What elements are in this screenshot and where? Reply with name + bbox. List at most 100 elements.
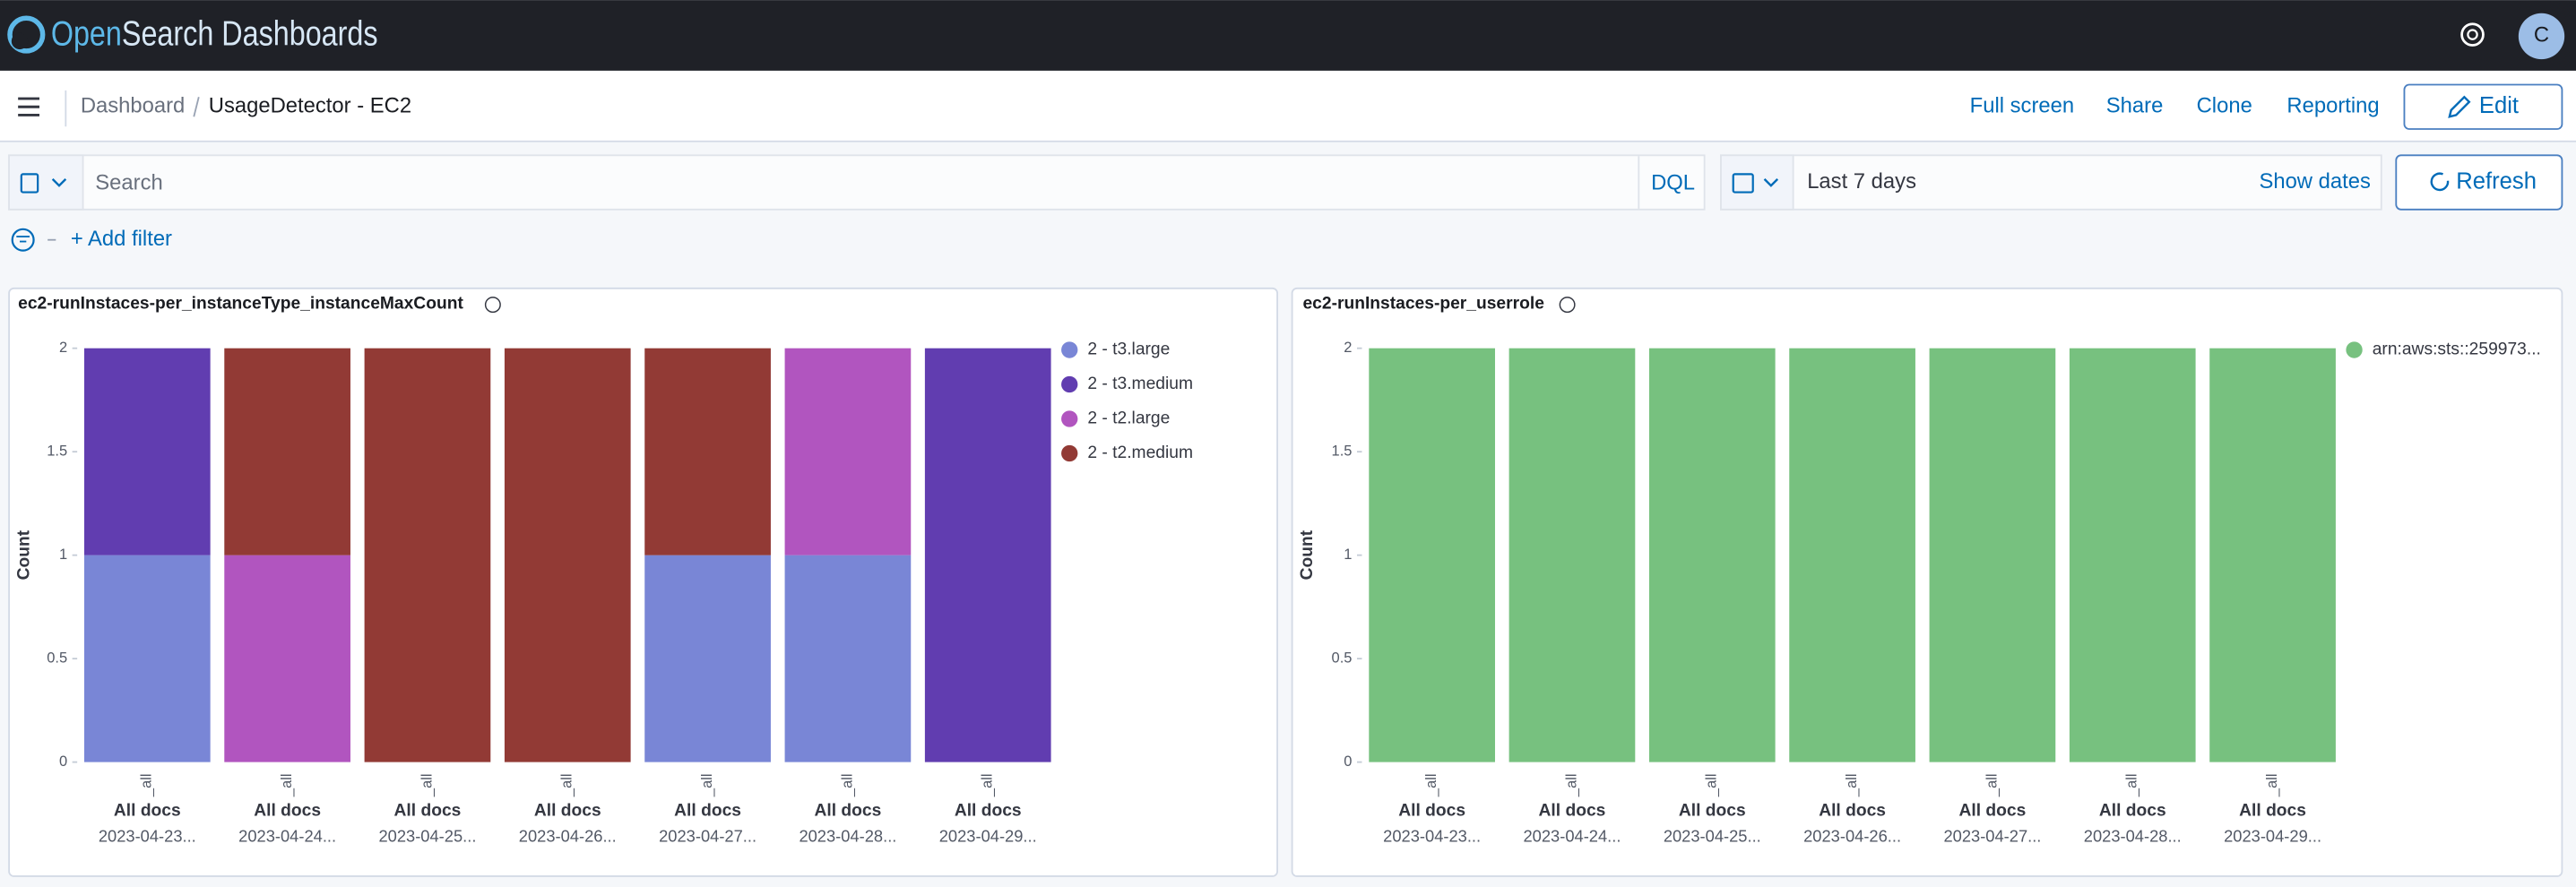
edit-icon: [2448, 95, 2471, 118]
x-term-label: _all: [1704, 773, 1720, 797]
saved-query-button[interactable]: [8, 154, 84, 211]
legend-label: arn:aws:sts::259973...: [2373, 340, 2541, 359]
y-tick-label: 0.5: [47, 650, 67, 666]
legend-label: 2 - t2.large: [1087, 409, 1170, 428]
x-term-label: _all: [279, 773, 295, 797]
y-tick-label: 0.5: [1332, 650, 1353, 666]
y-tick-label: 2: [59, 340, 67, 356]
help-core: [2467, 29, 2478, 40]
y-tick-label: 1.5: [47, 444, 67, 460]
bar: [1648, 348, 1776, 762]
bar: [1369, 348, 1495, 762]
save-icon: [20, 173, 39, 194]
x-term-label: _all: [839, 773, 855, 797]
bar: [644, 555, 771, 762]
x-filter-label: All docs: [394, 802, 462, 821]
x-tick-label: 2023-04-25...: [378, 827, 476, 846]
bar: [504, 348, 631, 762]
x-tick-label: 2023-04-25...: [1664, 827, 1761, 846]
x-term-label: _all: [559, 773, 575, 797]
action-link[interactable]: Full screen: [1970, 94, 2074, 118]
y-tick-label: 0: [59, 754, 67, 770]
x-filter-label: All docs: [254, 802, 321, 821]
show-dates[interactable]: Show dates: [2259, 169, 2371, 194]
x-term-label: _all: [139, 773, 155, 797]
x-term-label: _all: [1984, 773, 2000, 797]
x-filter-label: All docs: [1959, 802, 2027, 821]
x-tick-label: 2023-04-24...: [238, 827, 336, 846]
x-tick-label: 2023-04-29...: [2224, 827, 2321, 846]
info-icon[interactable]: [484, 297, 501, 314]
x-filter-label: All docs: [114, 802, 181, 821]
dql-button[interactable]: DQL: [1651, 171, 1695, 195]
x-filter-label: All docs: [1679, 802, 1746, 821]
legend-swatch: [1061, 341, 1078, 358]
x-term-label: _all: [1563, 773, 1579, 797]
x-tick-label: 2023-04-27...: [1943, 827, 2041, 846]
breadcrumb[interactable]: Dashboard: [81, 94, 186, 118]
bar: [83, 555, 211, 762]
refresh-label: Refresh: [2456, 168, 2537, 194]
brand-rest: Search Dashboards: [122, 15, 378, 54]
x-term-label: _all: [980, 773, 996, 797]
legend-label: 2 - t3.large: [1087, 340, 1170, 359]
x-tick-label: 2023-04-24...: [1523, 827, 1621, 846]
x-tick-label: 2023-04-26...: [519, 827, 617, 846]
x-filter-label: All docs: [955, 802, 1022, 821]
x-term-label: _all: [2264, 773, 2280, 797]
avatar[interactable]: [2518, 13, 2565, 60]
filter-icon[interactable]: [11, 228, 35, 252]
y-tick-label: 0: [1344, 754, 1352, 770]
action-link[interactable]: Share: [2106, 94, 2164, 118]
bar: [364, 348, 491, 762]
action-link[interactable]: Reporting: [2286, 94, 2379, 118]
x-filter-label: All docs: [2099, 802, 2166, 821]
x-filter-label: All docs: [1819, 802, 1886, 821]
help-icon[interactable]: [2460, 22, 2485, 47]
legend-swatch: [2346, 341, 2363, 358]
bar: [83, 348, 211, 555]
bar: [1508, 348, 1636, 762]
x-tick-label: 2023-04-23...: [99, 827, 196, 846]
action-link[interactable]: Clone: [2197, 94, 2252, 118]
menu-button[interactable]: [18, 97, 39, 116]
x-tick-label: 2023-04-27...: [659, 827, 756, 846]
refresh-button[interactable]: [2395, 154, 2563, 211]
edit-label: Edit: [2479, 93, 2519, 118]
info-icon[interactable]: [1559, 297, 1576, 314]
brand: OpenSearch Dashboards: [51, 15, 378, 54]
legend-label: 2 - t2.medium: [1087, 444, 1193, 462]
edit-button[interactable]: [2403, 83, 2563, 130]
search-placeholder: Search: [95, 171, 162, 195]
date-picker[interactable]: [1720, 154, 2382, 211]
legend-swatch: [1061, 410, 1078, 427]
y-axis-label: Count: [15, 530, 34, 580]
chevron: [1763, 178, 1779, 187]
refresh-icon: [2430, 172, 2450, 192]
x-term-label: _all: [1423, 773, 1439, 797]
quick-menu-button[interactable]: [1720, 154, 1794, 211]
time-range: Last 7 days: [1807, 169, 1916, 194]
legend-swatch: [1061, 375, 1078, 393]
brand-open: Open: [51, 15, 122, 54]
x-tick-label: 2023-04-23...: [1383, 827, 1481, 846]
logo-mark-cut: [11, 32, 29, 50]
bar: [1929, 348, 2056, 762]
bar: [2209, 348, 2336, 762]
logo-mark: [7, 15, 46, 54]
legend-swatch: [1061, 444, 1078, 462]
logo[interactable]: OpenSearch Dashboards: [7, 15, 378, 54]
y-axis-label: Count: [1298, 530, 1317, 580]
breadcrumb-current: UsageDetector - EC2: [209, 94, 411, 118]
x-tick-label: 2023-04-28...: [2084, 827, 2182, 846]
x-term-label: _all: [2124, 773, 2140, 797]
add-filter[interactable]: + Add filter: [71, 227, 172, 251]
x-filter-label: All docs: [674, 802, 741, 821]
search-box[interactable]: [8, 154, 1706, 211]
x-filter-label: All docs: [534, 802, 601, 821]
bar: [224, 555, 350, 762]
bar: [924, 348, 1051, 762]
x-term-label: _all: [699, 773, 715, 797]
